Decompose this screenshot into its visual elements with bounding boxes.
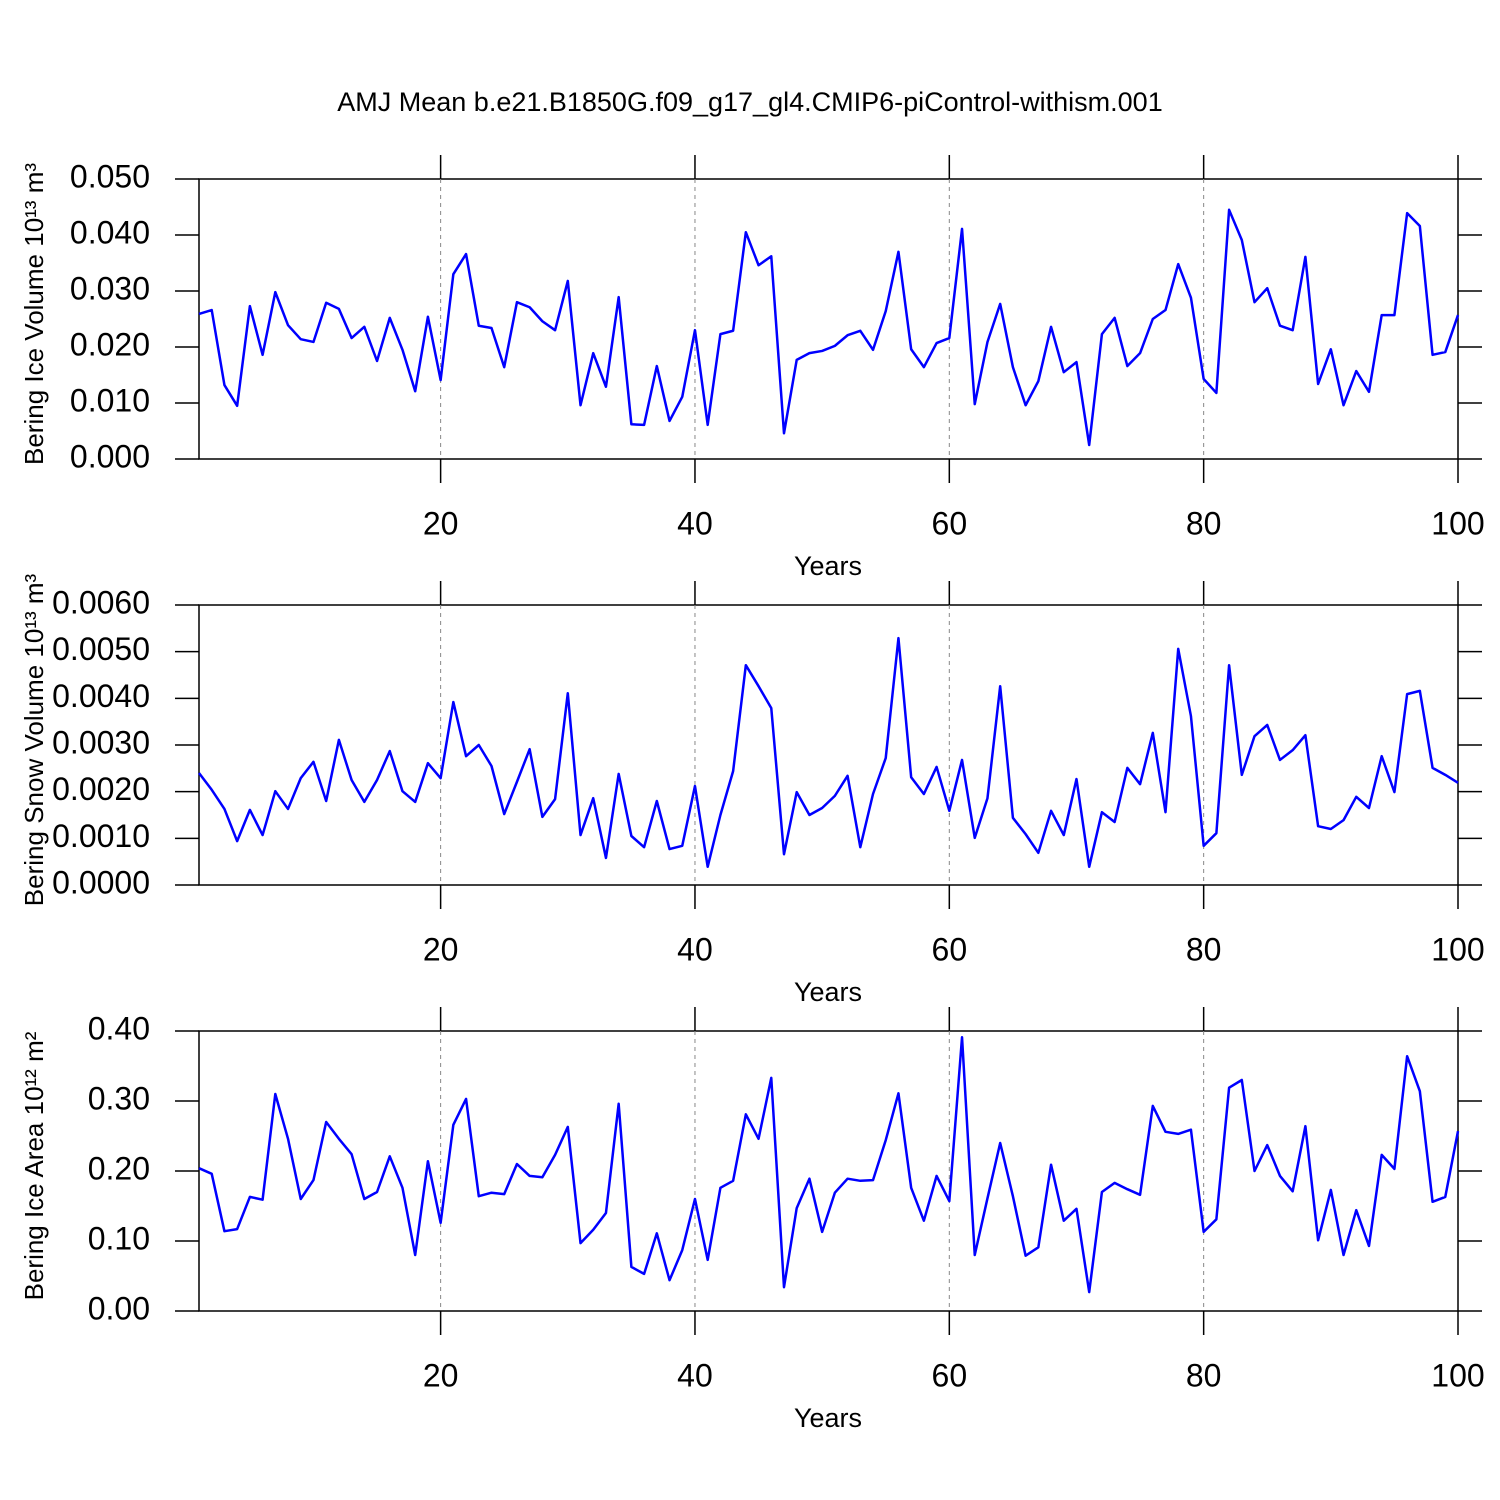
y-tick-label: 0.0020 <box>52 771 150 807</box>
y-tick-label: 0.40 <box>88 1010 150 1046</box>
x-tick-label: 40 <box>677 505 713 541</box>
y-tick-label: 0.050 <box>70 158 150 194</box>
y-tick-label: 0.000 <box>70 438 150 474</box>
x-tick-label: 100 <box>1431 1357 1484 1393</box>
x-tick-label: 60 <box>932 505 968 541</box>
y-tick-label: 0.30 <box>88 1080 150 1116</box>
y-axis-label: Bering Ice Volume 10¹³ m³ <box>19 163 49 465</box>
y-tick-label: 0.030 <box>70 270 150 306</box>
y-tick-label: 0.040 <box>70 214 150 250</box>
x-axis-label: Years <box>794 977 862 1007</box>
x-tick-label: 20 <box>423 505 459 541</box>
y-tick-label: 0.0030 <box>52 724 150 760</box>
y-tick-label: 0.020 <box>70 326 150 362</box>
y-tick-label: 0.10 <box>88 1220 150 1256</box>
y-tick-label: 0.0060 <box>52 584 150 620</box>
x-tick-label: 100 <box>1431 505 1484 541</box>
x-tick-label: 80 <box>1186 1357 1222 1393</box>
y-tick-label: 0.0040 <box>52 678 150 714</box>
plot-frame <box>198 1030 1459 1312</box>
x-tick-label: 100 <box>1431 931 1484 967</box>
x-tick-label: 60 <box>932 1357 968 1393</box>
x-tick-label: 20 <box>423 931 459 967</box>
data-line <box>198 636 1459 869</box>
y-tick-label: 0.0000 <box>52 864 150 900</box>
x-tick-label: 40 <box>677 931 713 967</box>
x-tick-label: 80 <box>1186 505 1222 541</box>
x-tick-label: 20 <box>423 1357 459 1393</box>
x-axis-label: Years <box>794 551 862 581</box>
y-axis-label: Bering Ice Area 10¹² m² <box>19 1031 49 1300</box>
x-axis-label: Years <box>794 1403 862 1433</box>
y-tick-label: 0.0050 <box>52 631 150 667</box>
y-axis-label: Bering Snow Volume 10¹³ m³ <box>19 573 49 906</box>
y-tick-label: 0.0010 <box>52 818 150 854</box>
y-tick-label: 0.20 <box>88 1150 150 1186</box>
plot-frame <box>198 604 1459 886</box>
chart-title: AMJ Mean b.e21.B1850G.f09_g17_gl4.CMIP6-… <box>337 87 1162 117</box>
x-tick-label: 80 <box>1186 931 1222 967</box>
y-tick-label: 0.010 <box>70 382 150 418</box>
data-line <box>198 208 1460 447</box>
data-line <box>198 1036 1460 1294</box>
x-tick-label: 60 <box>932 931 968 967</box>
y-tick-label: 0.00 <box>88 1290 150 1326</box>
x-tick-label: 40 <box>677 1357 713 1393</box>
plot-frame <box>198 178 1459 460</box>
